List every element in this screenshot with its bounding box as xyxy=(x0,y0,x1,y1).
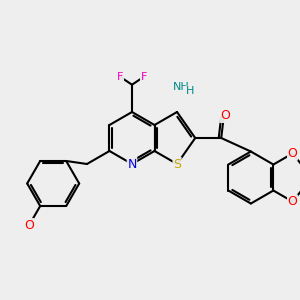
Text: O: O xyxy=(288,195,298,208)
Text: O: O xyxy=(24,219,34,232)
Text: S: S xyxy=(173,158,181,170)
Text: F: F xyxy=(140,72,147,82)
Text: NH: NH xyxy=(172,82,189,92)
Text: O: O xyxy=(288,147,298,160)
Text: O: O xyxy=(220,110,230,122)
Text: F: F xyxy=(117,72,124,82)
Text: N: N xyxy=(127,158,137,170)
Text: H: H xyxy=(186,86,194,96)
